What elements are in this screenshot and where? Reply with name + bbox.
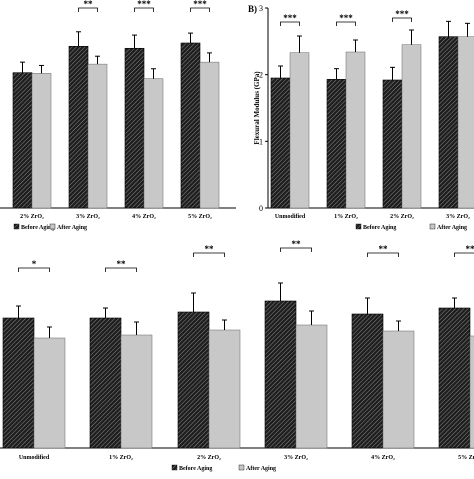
significance-label: ** — [379, 244, 389, 254]
panel-label: B) — [248, 4, 257, 14]
legend: Before Aging After Aging — [356, 224, 467, 231]
legend-label: Before Aging — [21, 225, 54, 231]
bar-before-aging — [352, 314, 383, 448]
significance-label: ** — [117, 259, 127, 269]
significance-label: *** — [137, 0, 151, 9]
bar-after-aging — [383, 331, 414, 448]
significance-label: * — [32, 259, 37, 269]
bar-before-aging — [181, 43, 200, 208]
bar-after-aging — [290, 53, 309, 208]
significance-label: *** — [283, 13, 297, 23]
bottom-chart-panel: Unmodified * 1% ZrO₂ ** 2% ZrO₂ ** 3% ZrO₂ ** 4%… — [0, 239, 474, 472]
bar-before-aging — [178, 312, 209, 448]
x-tick-label: 2% ZrO₂ — [197, 455, 221, 461]
legend-swatch-before — [14, 224, 19, 229]
significance-label: *** — [193, 0, 207, 9]
significance-label: *** — [339, 13, 353, 23]
significance-label: *** — [395, 9, 409, 19]
legend-swatch-before — [172, 465, 177, 470]
bar-before-aging — [69, 46, 88, 208]
bar-before-aging — [271, 78, 290, 208]
legend-swatch-after — [50, 224, 55, 229]
legend-swatch-before — [356, 224, 361, 229]
legend: Before Aging After Aging — [172, 465, 276, 472]
bar-after-aging — [296, 325, 327, 448]
x-tick-label: 4% ZrO₂ — [132, 214, 156, 220]
bar-before-aging — [439, 37, 458, 208]
x-tick-label: 1% ZrO₂ — [109, 455, 133, 461]
bar-after-aging — [144, 79, 163, 208]
bar-after-aging — [402, 45, 421, 208]
bar-after-aging — [121, 335, 152, 448]
bar-before-aging — [327, 79, 346, 208]
x-tick-label: 4% ZrO₂ — [371, 455, 395, 461]
x-tick-label: Unmodified — [275, 214, 306, 220]
y-tick-label: 3 — [259, 4, 263, 13]
x-tick-label: 5% ZrO₂ — [458, 455, 474, 461]
bar-after-aging — [34, 338, 65, 448]
bar-after-aging — [88, 64, 107, 208]
bar-after-aging — [32, 73, 51, 208]
x-tick-label: 2% ZrO₂ — [20, 214, 44, 220]
significance-label: ** — [205, 244, 215, 254]
x-tick-label: 3% ZrO₂ — [76, 214, 100, 220]
x-tick-label: 2% ZrO₂ — [390, 214, 414, 220]
bar-before-aging — [125, 48, 144, 208]
bar-after-aging — [346, 52, 365, 208]
bar-before-aging — [3, 318, 34, 448]
bar-after-aging — [200, 62, 219, 208]
legend-label: After Aging — [57, 225, 87, 231]
significance-label: ** — [292, 239, 302, 249]
significance-label: ** — [466, 244, 474, 254]
bar-after-aging — [470, 336, 474, 448]
x-tick-label: 3% ZrO₂ — [284, 455, 308, 461]
bar-after-aging — [209, 330, 240, 448]
legend-swatch-after — [430, 224, 435, 229]
x-tick-label: 1% ZrO₂ — [334, 214, 358, 220]
flexural-strength-partial-panel: 2% ZrO₂ 3% ZrO₂ ** 4% ZrO₂ *** 5% ZrO₂ *** Befo… — [0, 0, 236, 231]
bar-before-aging — [13, 73, 32, 208]
legend-label: Before Aging — [363, 225, 396, 231]
legend-label: After Aging — [246, 466, 276, 472]
y-tick-label: 0 — [259, 204, 263, 213]
legend-label: After Aging — [437, 225, 467, 231]
x-tick-label: 5% ZrO₂ — [188, 214, 212, 220]
bar-before-aging — [439, 308, 470, 448]
bar-before-aging — [90, 318, 121, 448]
bar-after-aging — [458, 37, 474, 208]
y-axis-label: Flexural Modulus (GPa) — [253, 71, 261, 145]
significance-label: ** — [84, 0, 94, 9]
legend-label: Before Aging — [179, 466, 212, 472]
x-tick-label: Unmodified — [19, 455, 50, 461]
legend-swatch-after — [239, 465, 244, 470]
x-tick-label: 3% ZrO₂ — [446, 214, 470, 220]
bar-before-aging — [383, 80, 402, 208]
bar-before-aging — [265, 301, 296, 448]
